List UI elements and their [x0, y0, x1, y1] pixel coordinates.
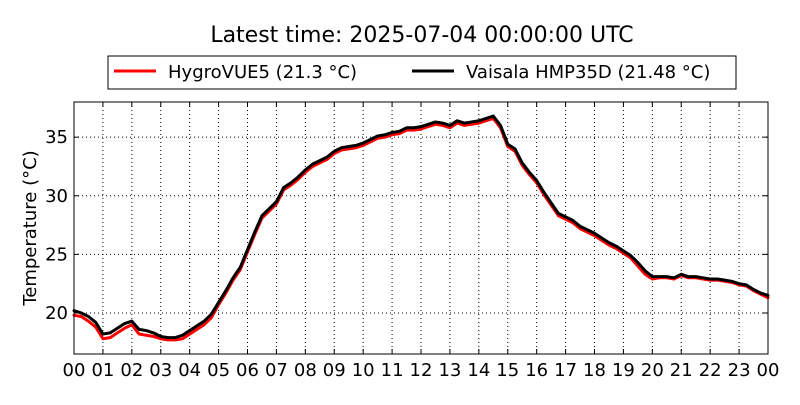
x-tick-label: 07: [265, 360, 288, 381]
x-tick-label: 22: [699, 360, 722, 381]
x-tick-label: 18: [583, 360, 606, 381]
y-tick-label: 25: [45, 244, 68, 265]
x-tick-label: 00: [757, 360, 780, 381]
series-line-vaisala: [72, 114, 770, 340]
x-tick-label: 14: [467, 360, 490, 381]
legend: HygroVUE5 (21.3 °C) Vaisala HMP35D (21.4…: [107, 55, 737, 90]
y-tick-label: 20: [45, 303, 68, 324]
x-tick-label: 12: [410, 360, 433, 381]
x-tick-label: 01: [91, 360, 114, 381]
x-tick-label: 15: [496, 360, 519, 381]
x-tick-label: 08: [294, 360, 317, 381]
x-tick-label: 23: [728, 360, 751, 381]
legend-label-hygrovue5: HygroVUE5 (21.3 °C): [168, 62, 357, 83]
x-tick-label: 02: [120, 360, 143, 381]
chart-title: Latest time: 2025-07-04 00:00:00 UTC: [210, 23, 633, 48]
x-tick-label: 21: [670, 360, 693, 381]
x-tick-label: 17: [554, 360, 577, 381]
x-tick-label: 09: [323, 360, 346, 381]
x-tick-label: 19: [612, 360, 635, 381]
x-tick-label: 00: [63, 360, 86, 381]
x-tick-label: 05: [207, 360, 230, 381]
series-line-hygrovue5: [72, 116, 770, 342]
x-tick-label: 04: [178, 360, 201, 381]
x-tick-label: 13: [438, 360, 461, 381]
ticks: 00 01 02 03 04 05 06 07 08 09 10 11 12 13 14 15 16 17 18 19…: [45, 102, 779, 381]
x-tick-label: 16: [525, 360, 548, 381]
y-tick-label: 35: [45, 127, 68, 148]
x-tick-label: 11: [381, 360, 404, 381]
x-tick-label: 10: [352, 360, 375, 381]
y-tick-label: 30: [45, 186, 68, 207]
legend-label-vaisala: Vaisala HMP35D (21.48 °C): [466, 62, 710, 83]
x-tick-label: 20: [641, 360, 664, 381]
x-tick-label: 03: [149, 360, 172, 381]
y-axis-label: Temperature (°C): [20, 150, 41, 306]
series-layer: [72, 114, 770, 342]
x-tick-label: 06: [236, 360, 259, 381]
